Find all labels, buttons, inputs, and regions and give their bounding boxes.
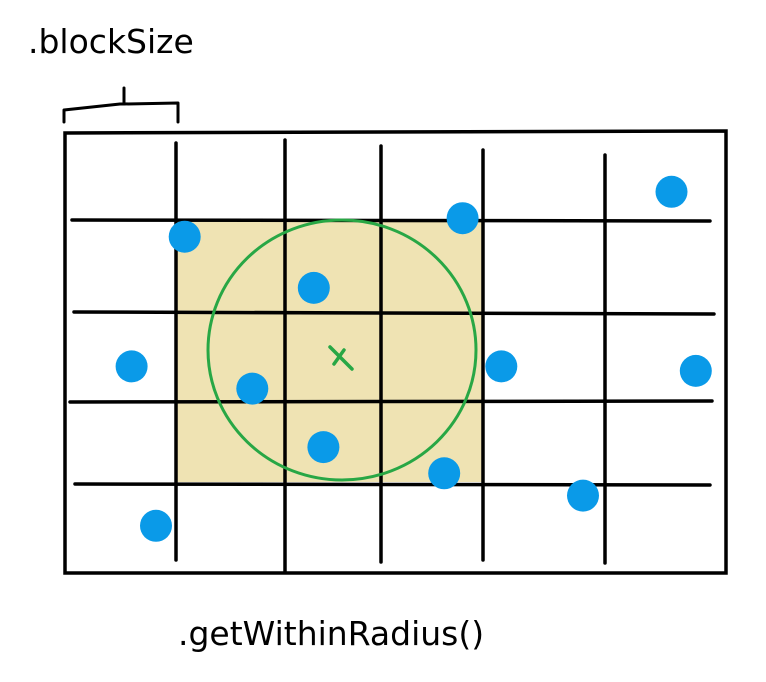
block-size-label: .blockSize: [28, 22, 194, 61]
data-point: [679, 354, 712, 387]
data-point: [140, 509, 172, 542]
data-point: [655, 175, 688, 208]
block-size-bracket: [62, 86, 180, 124]
data-point: [428, 457, 461, 490]
data-point: [168, 220, 201, 253]
data-point: [446, 202, 479, 235]
grid-lines: [63, 129, 728, 575]
data-point: [485, 350, 518, 383]
grid-horizontal-line: [73, 482, 712, 487]
data-point: [307, 431, 340, 464]
data-point: [236, 372, 269, 405]
data-point: [115, 350, 148, 383]
grid-outer-border: [63, 129, 728, 575]
data-point: [297, 271, 330, 304]
method-label: .getWithinRadius(): [178, 614, 485, 653]
search-radius-circle: [206, 218, 478, 482]
grid-horizontal-line: [72, 310, 716, 316]
center-mark: [328, 345, 354, 371]
grid-horizontal-line: [68, 399, 714, 404]
grid-horizontal-line: [70, 218, 712, 223]
data-point: [567, 479, 599, 512]
points-layer: [115, 175, 712, 542]
